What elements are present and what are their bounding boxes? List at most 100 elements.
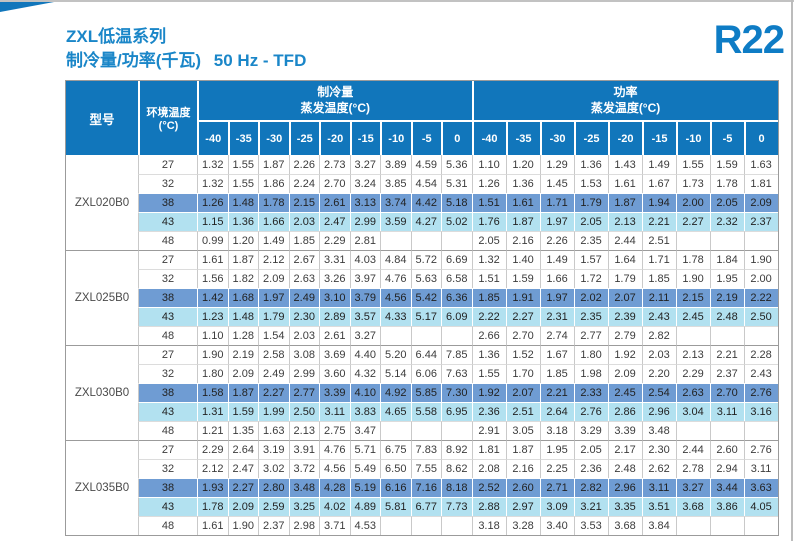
ambient-temp-value: 43 [138, 307, 197, 326]
evap-temp-cooling-header-cell: -10 [380, 122, 411, 155]
power-value: 2.82 [573, 478, 608, 497]
table-row: 32 1.32 1.55 1.86 2.24 2.70 3.24 3.85 4.54 5.31 1.… [66, 174, 778, 193]
cooling-value: 1.35 [227, 421, 258, 440]
cooling-value: 2.27 [258, 383, 289, 402]
cooling-value: 2.50 [288, 402, 319, 421]
cooling-value: 1.97 [258, 288, 289, 307]
cooling-value: 5.58 [410, 402, 441, 421]
table-row: 43 1.78 2.09 2.59 3.25 4.02 4.89 5.81 6.77 7.73 2.… [66, 497, 778, 516]
corner-decoration [0, 2, 54, 12]
cooling-value: 1.66 [258, 212, 289, 231]
power-value: 1.95 [709, 269, 744, 288]
cooling-value: 4.89 [349, 497, 380, 516]
power-value: 1.80 [573, 345, 608, 364]
cooling-value: 3.71 [319, 516, 350, 535]
evap-temp-power-header-cell: -5 [709, 122, 744, 155]
power-value [709, 516, 744, 535]
cooling-value: 5.18 [441, 193, 472, 212]
power-value: 2.96 [607, 478, 642, 497]
cooling-value: 7.85 [441, 345, 472, 364]
ambient-temp-value: 27 [138, 440, 197, 459]
power-value: 2.19 [709, 288, 744, 307]
power-value: 2.64 [539, 402, 574, 421]
power-value: 3.48 [641, 421, 676, 440]
power-value: 2.88 [471, 497, 506, 516]
ambient-temp-value: 27 [138, 345, 197, 364]
table-row: ZXL035B0 27 2.29 2.64 3.19 3.91 4.76 5.71 6.75 7.… [66, 440, 778, 535]
cooling-value: 2.80 [258, 478, 289, 497]
power-value: 1.91 [505, 288, 540, 307]
power-value: 2.44 [675, 440, 710, 459]
power-value: 2.22 [471, 307, 506, 326]
cooling-value: 3.60 [319, 364, 350, 383]
power-value: 1.49 [641, 155, 676, 174]
power-value: 2.82 [641, 326, 676, 345]
cooling-value: 3.79 [349, 288, 380, 307]
power-value [743, 326, 778, 345]
capacity-power-table: 型号 环境温度 (°C) 制冷量 蒸发温度(°C) 功率 蒸发温度(°C) -4… [65, 80, 779, 536]
ambient-temp-value: 38 [138, 383, 197, 402]
cooling-value: 4.28 [319, 478, 350, 497]
cooling-value: 1.15 [197, 212, 228, 231]
power-value: 1.76 [471, 212, 506, 231]
table-row: 48 1.21 1.35 1.63 2.13 2.75 3.47 2.91 3.05 3.18 3.… [66, 421, 778, 440]
power-value: 2.66 [471, 326, 506, 345]
cooling-value: 2.99 [349, 212, 380, 231]
cooling-value: 3.47 [349, 421, 380, 440]
cooling-value: 1.48 [227, 193, 258, 212]
capacity-power-label: 制冷量/功率(千瓦) [66, 50, 202, 70]
power-value: 2.30 [641, 440, 676, 459]
power-value: 3.18 [471, 516, 506, 535]
power-value: 1.59 [505, 269, 540, 288]
power-value: 2.00 [675, 193, 710, 212]
power-value: 1.73 [675, 174, 710, 193]
power-value: 2.44 [607, 231, 642, 250]
power-value: 3.21 [573, 497, 608, 516]
power-value: 2.36 [471, 402, 506, 421]
power-value: 1.94 [641, 193, 676, 212]
cooling-value: 8.18 [441, 478, 472, 497]
cooling-value: 4.53 [349, 516, 380, 535]
power-value: 2.71 [539, 478, 574, 497]
power-value: 2.36 [573, 459, 608, 478]
cooling-value: 1.21 [197, 421, 228, 440]
power-value: 3.11 [641, 478, 676, 497]
power-value: 1.53 [573, 174, 608, 193]
cooling-value: 1.32 [197, 155, 228, 174]
cooling-value: 3.59 [380, 212, 411, 231]
power-value: 2.05 [573, 440, 608, 459]
power-value: 1.87 [505, 212, 540, 231]
power-value: 2.05 [471, 231, 506, 250]
cooling-value: 4.92 [380, 383, 411, 402]
cooling-value: 1.99 [258, 402, 289, 421]
ambient-temp-value: 32 [138, 269, 197, 288]
power-value: 2.20 [641, 364, 676, 383]
cooling-value: 2.19 [227, 345, 258, 364]
cooling-value: 2.58 [258, 345, 289, 364]
evap-temp-cooling-header-cell: -35 [227, 122, 258, 155]
table-row: 38 1.58 1.87 2.27 2.77 3.39 4.10 4.92 5.85 7.30 1.… [66, 383, 778, 402]
power-value: 1.40 [505, 250, 540, 269]
power-value: 3.53 [573, 516, 608, 535]
evap-temp-power-header-cell: -35 [505, 122, 540, 155]
power-value [709, 421, 744, 440]
power-value: 2.77 [573, 326, 608, 345]
cooling-value: 2.37 [258, 516, 289, 535]
cooling-value: 4.56 [319, 459, 350, 478]
cooling-value: 1.90 [227, 516, 258, 535]
cooling-value: 3.24 [349, 174, 380, 193]
cooling-value: 2.03 [288, 212, 319, 231]
power-value: 3.09 [539, 497, 574, 516]
cooling-value: 4.02 [319, 497, 350, 516]
power-value: 1.32 [471, 250, 506, 269]
power-value: 1.36 [471, 345, 506, 364]
power-value: 2.78 [675, 459, 710, 478]
ambient-temp-value: 43 [138, 402, 197, 421]
cooling-value: 1.42 [197, 288, 228, 307]
cooling-value: 1.20 [227, 231, 258, 250]
cooling-value: 2.12 [197, 459, 228, 478]
cooling-value: 4.27 [410, 212, 441, 231]
table-row: ZXL025B0 27 1.61 1.87 2.12 2.67 3.31 4.03 4.84 5.… [66, 250, 778, 345]
cooling-value: 2.59 [258, 497, 289, 516]
power-value: 1.97 [539, 288, 574, 307]
